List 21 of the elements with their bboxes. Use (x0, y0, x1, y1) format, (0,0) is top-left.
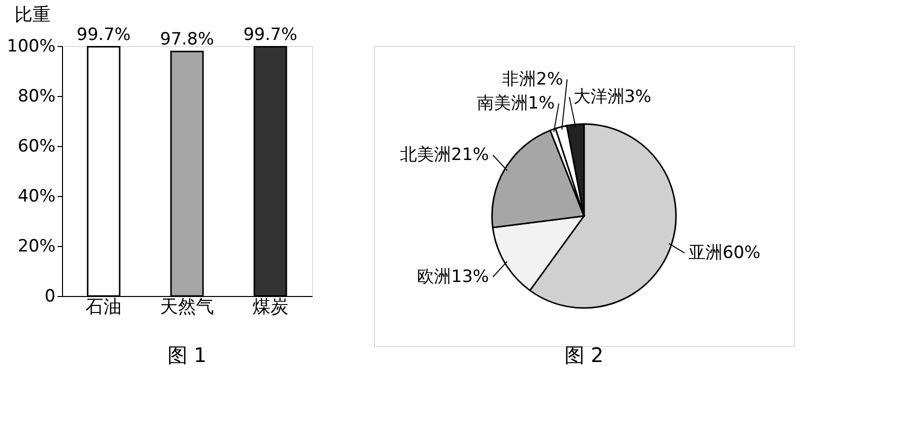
y-tick-label: 20% (18, 236, 56, 256)
y-tick-label: 40% (18, 186, 56, 206)
slice-label: 大洋洲3% (573, 86, 652, 107)
y-tick-label: 80% (18, 86, 56, 106)
slice-label: 亚洲60% (688, 242, 760, 263)
x-tick-label: 石油 (86, 296, 122, 318)
slice-label: 北美洲21% (400, 145, 489, 166)
x-tick-label: 煤炭 (252, 296, 288, 318)
data-label: 97.8% (160, 30, 214, 50)
slice-label: 欧洲13% (417, 266, 489, 287)
slice-label: 南美洲1% (476, 93, 555, 114)
y-tick-label: 60% (18, 136, 56, 156)
y-tick-label: 100% (6, 36, 56, 56)
data-label: 99.7% (76, 24, 131, 45)
text: 图 1 (167, 343, 207, 367)
slice-label: 非洲2% (502, 69, 564, 90)
data-label: 99.7% (243, 24, 298, 45)
text: 图 2 (564, 343, 604, 367)
x-tick-label: 天然气 (160, 296, 214, 318)
y-tick-label: 0 (44, 286, 56, 306)
y-axis-title: 比重 (14, 4, 50, 26)
